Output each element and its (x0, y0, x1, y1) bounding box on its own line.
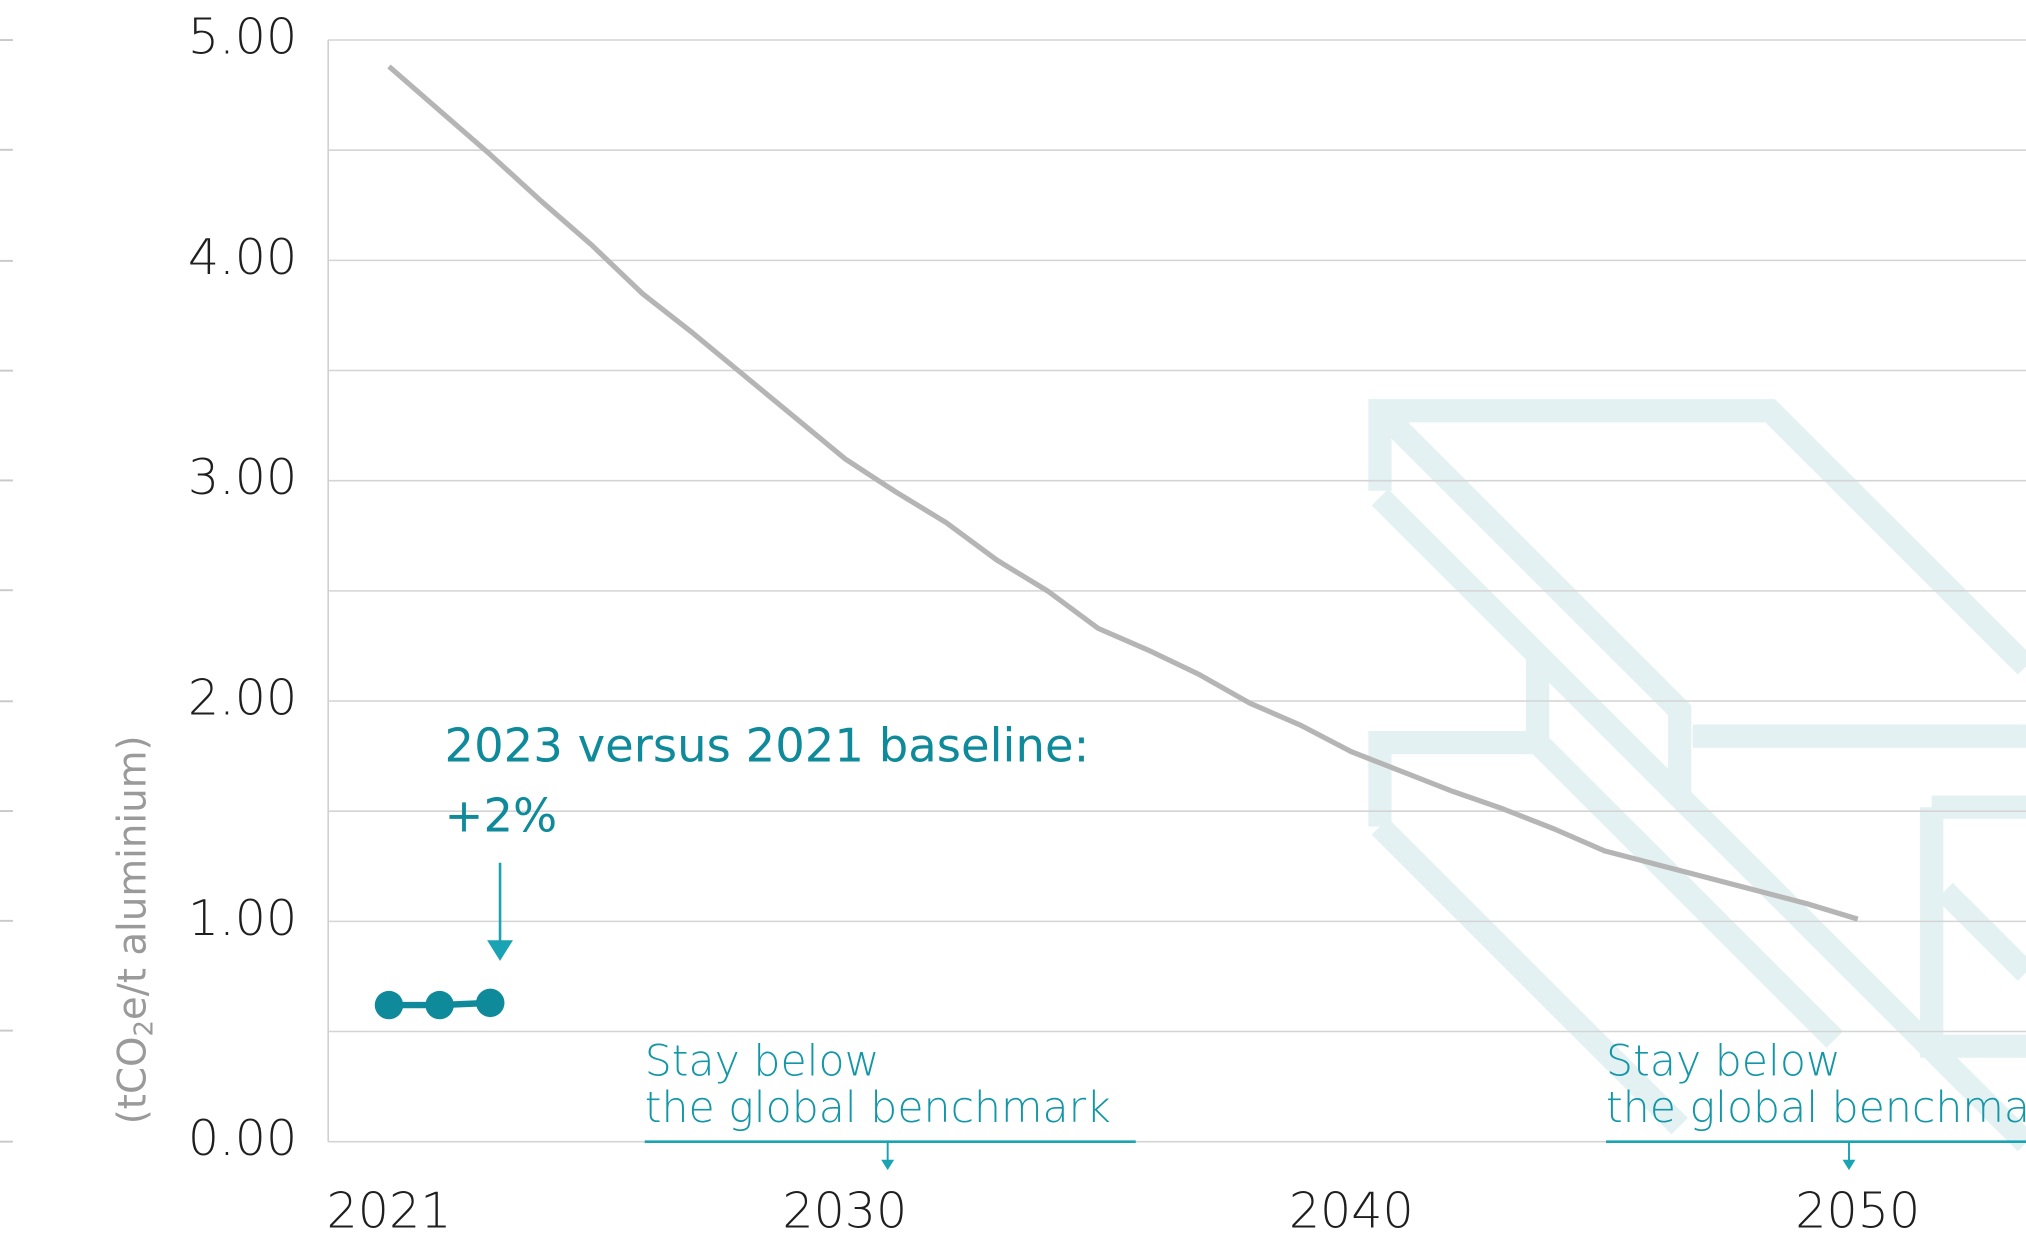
y-tick-label: 3.00 (188, 448, 297, 506)
x-tick-label: 2021 (327, 1182, 452, 1240)
y-label-sub: 2 (129, 1020, 159, 1036)
data-point (425, 990, 454, 1020)
y-tick-label: 0.00 (188, 1109, 297, 1167)
annotation-arrowhead (881, 1159, 895, 1171)
y-tick-label: 1.00 (188, 889, 297, 947)
annotation: the global benchmark (1606, 1083, 2026, 1133)
y-label-part: (tCO (110, 1037, 155, 1125)
annotation-arrowhead (1842, 1159, 1856, 1171)
series-line (387, 64, 1859, 922)
y-tick-label: 4.00 (188, 228, 297, 286)
y-label-part: e/t aluminium) (110, 735, 155, 1020)
data-point (476, 988, 505, 1018)
annotation: +2% (444, 788, 557, 842)
x-tick-label: 2050 (1795, 1182, 1920, 1240)
y-tick-label: 2.00 (188, 669, 297, 727)
y-tick-label: 5.00 (188, 8, 297, 66)
annotation: 2023 versus 2021 baseline: (444, 719, 1089, 773)
x-tick-label: 2040 (1289, 1182, 1414, 1240)
annotation: Stay below (1606, 1037, 1841, 1087)
y-axis-label: (tCO2e/t aluminium) (110, 735, 159, 1124)
annotation: Stay below (645, 1037, 880, 1087)
left-edge-ticks (0, 39, 13, 1143)
annotation: the global benchmark (645, 1083, 1111, 1133)
annotation-arrowhead (487, 940, 513, 961)
data-point (374, 990, 404, 1020)
x-tick-label: 2030 (782, 1182, 907, 1240)
watermark (1368, 399, 2026, 1152)
